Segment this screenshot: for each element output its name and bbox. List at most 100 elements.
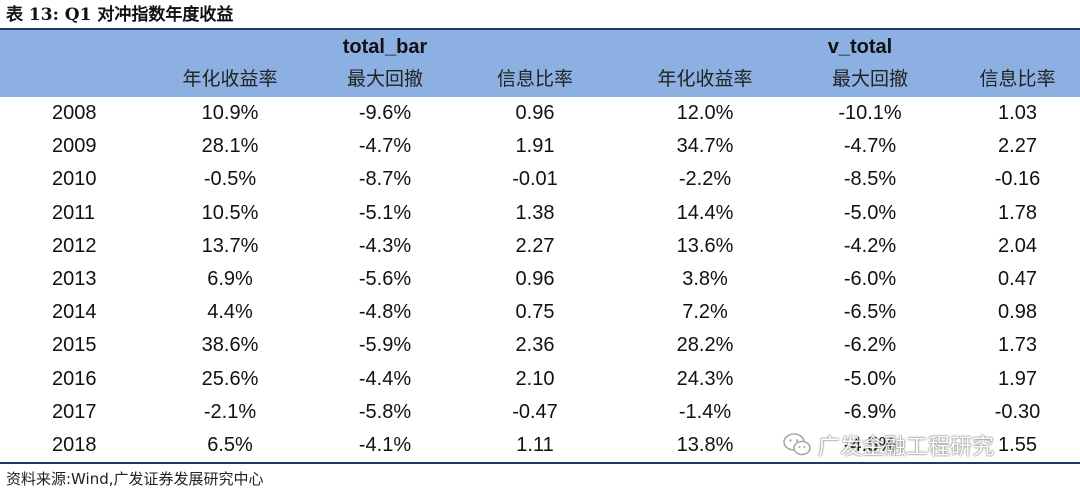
- cell-info-ratio-2: 1.73: [998, 334, 1037, 357]
- cell-annual-return-2: 13.6%: [676, 234, 734, 257]
- cell-year: 2018: [52, 434, 97, 456]
- cell-info-ratio-1: 2.10: [515, 367, 555, 390]
- cell-annual-return-2: 24.3%: [676, 367, 734, 390]
- cell-annual-return-2: 13.8%: [676, 434, 734, 456]
- cell-max-drawdown-1: -9.6%: [358, 102, 412, 124]
- cell-year: 2014: [52, 301, 97, 324]
- cell-annual-return-1: 38.6%: [201, 334, 259, 357]
- cell-info-ratio-2: 0.98: [998, 301, 1037, 324]
- cell-info-ratio-2: -0.30: [994, 400, 1041, 423]
- cell-annual-return-2: -1.4%: [678, 400, 732, 423]
- cell-annual-return-2: 14.4%: [676, 201, 734, 224]
- cell-year: 2008: [52, 102, 97, 124]
- header-band: [0, 30, 1080, 97]
- subheader-info-ratio-1: 信息比率: [496, 68, 573, 90]
- cell-max-drawdown-2: -5.0%: [843, 367, 897, 390]
- cell-info-ratio-2: 0.47: [998, 268, 1037, 290]
- cell-info-ratio-2: 1.03: [998, 102, 1037, 124]
- cell-max-drawdown-2: -4.5%: [843, 434, 897, 456]
- bottom-rule: [0, 462, 1080, 464]
- cell-max-drawdown-1: -5.9%: [358, 334, 412, 357]
- cell-annual-return-1: 6.9%: [207, 268, 253, 290]
- cell-max-drawdown-2: -8.5%: [843, 168, 897, 191]
- cell-annual-return-2: 12.0%: [676, 102, 734, 124]
- cell-annual-return-2: 34.7%: [676, 135, 734, 158]
- cell-info-ratio-1: -0.01: [512, 168, 558, 191]
- cell-year: 2016: [52, 367, 97, 390]
- cell-info-ratio-1: 1.11: [516, 434, 554, 456]
- watermark-text: 广发金融工程研究: [818, 435, 995, 460]
- top-rule: [0, 28, 1080, 30]
- cell-annual-return-1: -0.5%: [203, 168, 257, 191]
- cell-info-ratio-1: 2.27: [515, 234, 555, 257]
- source-note: 资料来源:Wind,广发证券发展研究中心: [6, 470, 264, 488]
- watermark: 广发金融工程研究: [782, 427, 994, 463]
- cell-year: 2012: [52, 234, 97, 257]
- cell-annual-return-1: 4.4%: [207, 301, 253, 324]
- cell-info-ratio-1: 0.75: [515, 301, 555, 324]
- group-header-total-bar: total_bar: [342, 36, 428, 58]
- wechat-icon: [783, 433, 811, 456]
- table-row: 2017 -2.1% -5.8% -0.47 -1.4% -6.9% -0.30: [0, 396, 1080, 429]
- table-row: 2008 10.9% -9.6% 0.96 12.0% -10.1% 1.03: [0, 97, 1080, 130]
- table-row: 2011 10.5% -5.1% 1.38 14.4% -5.0% 1.78: [0, 197, 1080, 230]
- cell-info-ratio-2: 2.27: [998, 135, 1037, 158]
- cell-max-drawdown-2: -6.9%: [843, 400, 897, 423]
- table-row: 2015 38.6% -5.9% 2.36 28.2% -6.2% 1.73: [0, 329, 1080, 362]
- cell-annual-return-1: 25.6%: [201, 367, 259, 390]
- subheader-max-drawdown-2: 最大回撤: [831, 68, 908, 90]
- table-row: 2016 25.6% -4.4% 2.10 24.3% -5.0% 1.97: [0, 363, 1080, 396]
- cell-year: 2013: [52, 268, 97, 290]
- table-row: 2018 6.5% -4.1% 1.11 13.8% -4.5% 1.55: [0, 429, 1080, 462]
- cell-max-drawdown-2: -4.2%: [843, 234, 897, 257]
- cell-year: 2017: [52, 400, 97, 423]
- cell-annual-return-1: 6.5%: [207, 434, 253, 456]
- cell-max-drawdown-1: -4.4%: [358, 367, 412, 390]
- cell-info-ratio-1: 1.38: [515, 201, 555, 224]
- cell-max-drawdown-2: -6.2%: [843, 334, 897, 357]
- subheader-max-drawdown-1: 最大回撤: [346, 68, 423, 90]
- subheader-info-ratio-2: 信息比率: [979, 68, 1056, 90]
- cell-max-drawdown-2: -10.1%: [838, 102, 902, 124]
- cell-max-drawdown-1: -4.8%: [358, 301, 412, 324]
- table-row: 2009 28.1% -4.7% 1.91 34.7% -4.7% 2.27: [0, 130, 1080, 163]
- group-header-v-total: v_total: [827, 36, 893, 58]
- cell-info-ratio-1: -0.47: [512, 400, 558, 423]
- cell-year: 2011: [52, 201, 96, 224]
- cell-info-ratio-2: 1.78: [998, 201, 1037, 224]
- cell-max-drawdown-1: -5.6%: [358, 268, 412, 290]
- cell-info-ratio-1: 0.96: [515, 102, 555, 124]
- subheader-annual-return-2: 年化收益率: [657, 68, 753, 90]
- table-row: 2012 13.7% -4.3% 2.27 13.6% -4.2% 2.04: [0, 230, 1080, 263]
- cell-year: 2010: [52, 168, 97, 191]
- cell-year: 2009: [52, 135, 97, 158]
- cell-info-ratio-2: 1.55: [998, 434, 1037, 456]
- cell-max-drawdown-1: -4.1%: [358, 434, 412, 456]
- table-title: 表 13: Q1 对冲指数年度收益: [6, 5, 234, 25]
- cell-info-ratio-2: 2.04: [998, 234, 1037, 257]
- cell-max-drawdown-1: -8.7%: [358, 168, 412, 191]
- cell-info-ratio-1: 2.36: [515, 334, 555, 357]
- cell-annual-return-1: 13.7%: [201, 234, 259, 257]
- cell-annual-return-1: -2.1%: [203, 400, 257, 423]
- cell-max-drawdown-1: -4.3%: [358, 234, 412, 257]
- cell-annual-return-1: 10.5%: [201, 201, 259, 224]
- cell-max-drawdown-1: -5.1%: [358, 201, 412, 224]
- cell-max-drawdown-2: -4.7%: [843, 135, 897, 158]
- subheader-annual-return-1: 年化收益率: [182, 68, 278, 90]
- cell-info-ratio-2: 1.97: [998, 367, 1037, 390]
- cell-max-drawdown-1: -5.8%: [358, 400, 412, 423]
- cell-annual-return-2: -2.2%: [678, 168, 732, 191]
- cell-max-drawdown-2: -6.0%: [843, 268, 897, 290]
- cell-annual-return-2: 3.8%: [682, 268, 728, 290]
- cell-info-ratio-1: 1.91: [515, 135, 555, 158]
- cell-max-drawdown-2: -6.5%: [843, 301, 897, 324]
- cell-annual-return-1: 28.1%: [201, 135, 259, 158]
- table-row: 2014 4.4% -4.8% 0.75 7.2% -6.5% 0.98: [0, 296, 1080, 329]
- cell-annual-return-2: 28.2%: [676, 334, 734, 357]
- cell-year: 2015: [52, 334, 97, 357]
- table-row: 2013 6.9% -5.6% 0.96 3.8% -6.0% 0.47: [0, 263, 1080, 296]
- cell-annual-return-2: 7.2%: [682, 301, 728, 324]
- cell-max-drawdown-1: -4.7%: [358, 135, 412, 158]
- table-row: 2010 -0.5% -8.7% -0.01 -2.2% -8.5% -0.16: [0, 163, 1080, 196]
